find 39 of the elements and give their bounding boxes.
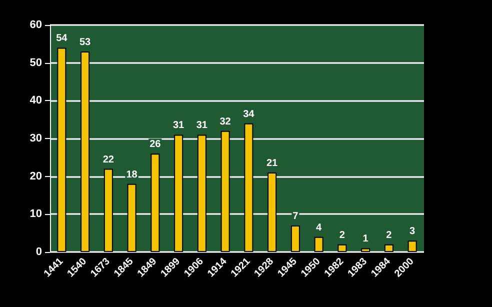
bar (408, 240, 417, 252)
bar (80, 51, 90, 252)
data-label: 54 (56, 33, 68, 44)
data-label: 18 (126, 169, 138, 180)
bar (127, 184, 136, 252)
y-tick-label: 10 (30, 208, 42, 220)
bar (244, 123, 254, 252)
data-label: 4 (316, 222, 322, 234)
data-label: 31 (173, 120, 185, 132)
bar (314, 236, 324, 252)
bar (104, 168, 113, 252)
bar (150, 154, 160, 252)
data-label: 2 (339, 230, 346, 241)
bar (361, 248, 370, 252)
data-label: 1 (362, 234, 369, 245)
data-label: 7 (292, 211, 299, 222)
bar (384, 244, 394, 252)
data-label: 34 (243, 108, 255, 120)
data-label: 53 (80, 36, 92, 48)
y-tick-label: 0 (36, 246, 42, 258)
data-label: 2 (386, 230, 392, 241)
bar (174, 134, 184, 252)
data-label: 3 (410, 226, 416, 238)
y-tick-label: 50 (30, 56, 42, 69)
bar (57, 48, 66, 252)
y-tick-label: 30 (30, 132, 42, 144)
bar (197, 134, 206, 252)
data-label: 31 (196, 120, 208, 132)
bar (290, 226, 300, 252)
y-tick-label: 60 (30, 19, 42, 31)
bar (268, 172, 277, 252)
bar (338, 244, 347, 252)
bar (220, 130, 230, 252)
y-tick-label: 20 (30, 170, 42, 182)
y-tick-label: 40 (30, 94, 42, 107)
data-label: 22 (102, 154, 114, 166)
data-label: 32 (220, 116, 232, 128)
data-label: 21 (266, 158, 278, 170)
data-label: 26 (150, 139, 162, 150)
